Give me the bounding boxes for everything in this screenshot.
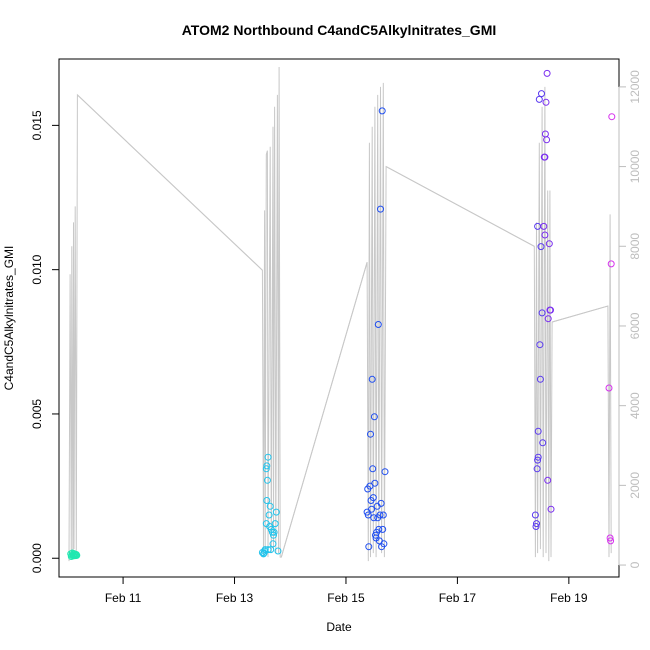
- data-point-97: [606, 534, 614, 542]
- altitude-series-line: [68, 66, 612, 562]
- x-tick-label-4: Feb 19: [550, 591, 588, 605]
- y-axis-label: C4andC5Alkylnitrates_GMI: [2, 246, 16, 391]
- data-point-85: [541, 153, 549, 161]
- y2-tick-label-4: 8000: [628, 233, 642, 260]
- data-point-63: [380, 540, 388, 548]
- data-point-20: [263, 497, 271, 504]
- data-point-81: [539, 439, 547, 447]
- data-point-16: [262, 465, 270, 473]
- data-point-94: [547, 306, 554, 314]
- altitude-connector-0: [77, 94, 263, 271]
- data-point-80: [538, 309, 546, 317]
- altitude-connector-1: [280, 262, 368, 558]
- data-point-77: [536, 375, 544, 383]
- data-point-100: [608, 113, 616, 121]
- data-point-71: [534, 456, 542, 464]
- y2-tick-label-1: 2000: [628, 472, 642, 499]
- y-tick-label-1: 0.005: [30, 399, 44, 429]
- y2-axis: 0 2000 4000 6000 8000 10000 12000: [618, 70, 642, 568]
- data-points-layer: [67, 69, 616, 560]
- data-point-84: [541, 231, 549, 239]
- data-point-98: [607, 537, 615, 545]
- data-point-73: [534, 427, 542, 435]
- data-point-96: [605, 384, 613, 392]
- data-point-92: [545, 240, 553, 248]
- y-tick-label-0: 0.000: [30, 543, 44, 573]
- data-point-33: [267, 546, 275, 554]
- y-tick-label-2: 0.010: [30, 254, 44, 284]
- data-point-70: [533, 465, 541, 473]
- altitude-connector-2: [385, 166, 535, 247]
- y-axis: 0.000 0.005 0.010 0.015: [30, 110, 59, 573]
- data-point-38: [364, 511, 372, 519]
- data-point-78: [537, 243, 545, 251]
- y2-tick-label-5: 10000: [628, 150, 642, 184]
- data-point-66: [368, 505, 376, 513]
- data-point-87: [542, 98, 550, 106]
- data-point-57: [377, 205, 384, 213]
- x-axis: Feb 11 Feb 13 Feb 15 Feb 17 Feb 19: [105, 576, 588, 605]
- x-tick-label-0: Feb 11: [105, 591, 142, 605]
- data-point-11: [67, 553, 75, 560]
- data-point-28: [270, 528, 278, 536]
- x-axis-label: Date: [326, 620, 352, 634]
- data-point-18: [264, 453, 272, 461]
- data-point-34: [274, 547, 282, 555]
- data-point-79: [538, 90, 545, 98]
- data-point-46: [370, 514, 378, 522]
- data-point-23: [266, 502, 274, 510]
- data-point-69: [533, 520, 540, 528]
- data-point-91: [544, 315, 552, 323]
- data-point-22: [265, 511, 273, 519]
- x-tick-label-2: Feb 15: [327, 591, 365, 605]
- data-point-53: [374, 321, 382, 328]
- data-point-65: [372, 534, 380, 542]
- y2-tick-label-6: 12000: [628, 70, 642, 104]
- x-tick-label-1: Feb 13: [216, 591, 254, 605]
- data-point-48: [371, 479, 379, 487]
- data-point-47: [370, 413, 378, 421]
- data-point-82: [540, 222, 548, 230]
- data-point-88: [543, 136, 551, 144]
- x-tick-label-3: Feb 17: [439, 591, 477, 605]
- data-point-68: [532, 523, 540, 530]
- data-point-58: [377, 499, 385, 507]
- data-point-19: [263, 476, 271, 484]
- data-point-62: [379, 511, 387, 519]
- data-point-31: [269, 540, 277, 548]
- altitude-line-layer: [68, 66, 612, 562]
- y2-tick-label-0: 0: [628, 561, 642, 568]
- data-point-61: [379, 525, 387, 533]
- data-point-99: [607, 260, 615, 268]
- altitude-connector-3: [551, 305, 608, 323]
- data-point-45: [369, 494, 377, 502]
- data-point-27: [270, 531, 277, 539]
- data-point-95: [547, 505, 555, 513]
- data-point-54: [375, 525, 383, 533]
- data-point-60: [378, 107, 386, 115]
- data-point-35: [260, 549, 268, 557]
- data-point-40: [366, 482, 374, 490]
- data-point-17: [263, 462, 271, 470]
- data-point-39: [365, 543, 373, 551]
- data-point-64: [381, 468, 389, 476]
- data-point-32: [264, 546, 272, 554]
- data-point-90: [544, 476, 552, 484]
- y2-tick-label-2: 4000: [628, 392, 642, 419]
- data-point-72: [534, 453, 542, 461]
- data-point-75: [535, 95, 543, 103]
- data-point-30: [272, 508, 280, 516]
- data-point-41: [367, 430, 374, 438]
- data-point-76: [536, 341, 544, 349]
- chart-title: ATOM2 Northbound C4andC5Alkylnitrates_GM…: [182, 22, 497, 38]
- y2-tick-label-3: 6000: [628, 312, 642, 339]
- data-point-44: [369, 465, 377, 473]
- data-point-89: [543, 69, 551, 77]
- y-tick-label-3: 0.015: [30, 110, 44, 140]
- data-point-56: [376, 511, 384, 519]
- data-point-67: [531, 511, 539, 519]
- data-point-43: [368, 375, 376, 383]
- data-point-29: [271, 520, 279, 528]
